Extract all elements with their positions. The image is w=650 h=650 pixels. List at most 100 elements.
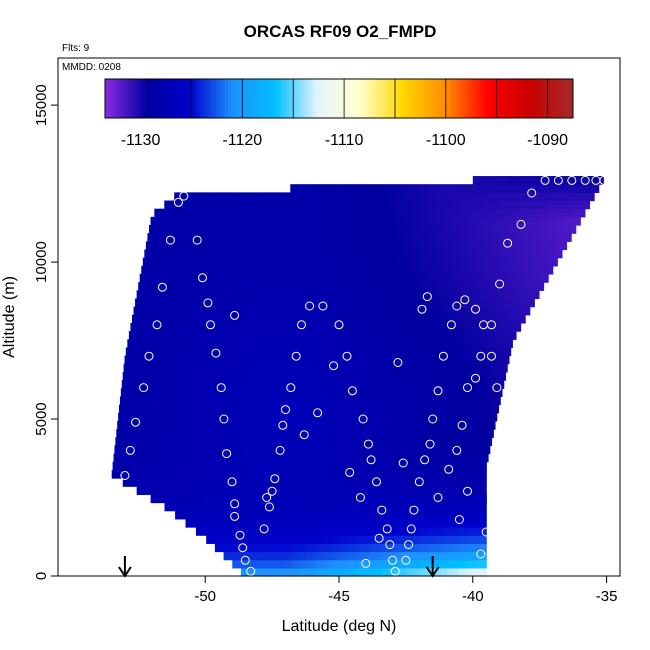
heatmap-cell [472,225,480,234]
heatmap-cell [405,200,413,210]
heatmap-cell [404,273,412,283]
heatmap-cell [435,469,443,479]
sample-point [152,320,162,330]
heatmap-cell [435,200,442,210]
heatmap-cell [512,265,519,275]
heatmap-cell [229,233,237,242]
heatmap-cell [422,380,429,389]
heatmap-cell [335,535,343,544]
heatmap-cell [431,347,439,357]
heatmap-cell [263,371,271,381]
heatmap-cell [214,347,221,357]
heatmap-cell [541,265,549,275]
heatmap-cell [257,380,264,389]
heatmap-cell [144,388,151,398]
heatmap-cell [447,551,454,561]
heatmap-cell [456,249,463,259]
heatmap-cell [469,306,476,316]
colorbar-swatch [420,79,425,118]
heatmap-cell [481,371,489,381]
heatmap-cell [187,241,194,251]
heatmap-cell [253,265,260,275]
heatmap-cell [502,347,510,357]
sample-point [219,414,229,424]
heatmap-cell [251,380,258,389]
heatmap-cell [301,453,309,463]
heatmap-cell [461,314,469,324]
heatmap-cell [319,290,326,300]
heatmap-cell [549,176,556,185]
heatmap-cell [225,453,232,463]
heatmap-cell [363,380,370,389]
heatmap-cell [470,502,478,512]
heatmap-cell [191,494,199,504]
heatmap-cell [328,429,335,438]
heatmap-cell [278,257,285,267]
heatmap-cell [421,388,428,398]
heatmap-cell [387,429,394,438]
heatmap-cell [287,478,295,487]
sample-point [385,540,395,550]
heatmap-cell [155,314,163,324]
heatmap-cell [194,412,202,422]
heatmap-cell [169,371,177,381]
heatmap-cell [381,429,388,438]
colorbar-swatch [178,79,182,118]
heatmap-cell [239,380,247,389]
heatmap-cell [554,257,558,267]
heatmap-cell [491,249,499,259]
heatmap-cell [254,257,262,267]
heatmap-cell [397,559,404,569]
heatmap-cell [466,208,473,218]
heatmap-cell [465,412,472,422]
heatmap-cell [369,429,376,438]
heatmap-cell [386,380,394,389]
heatmap-cell [364,363,372,373]
heatmap-cell [160,404,167,414]
heatmap-cell [402,347,409,357]
sample-point [131,417,141,427]
heatmap-cell [301,461,308,471]
heatmap-cell [398,429,406,438]
heatmap-cell [471,461,479,471]
heatmap-cell [156,339,164,349]
heatmap-cell [339,510,347,520]
heatmap-cell [268,494,275,504]
heatmap-cell [248,453,256,463]
heatmap-cell [223,535,231,544]
heatmap-cell [394,551,401,561]
heatmap-cell [337,453,344,463]
heatmap-cell [187,478,195,487]
heatmap-cell [578,184,586,193]
heatmap-cell [538,282,545,291]
heatmap-cell [459,535,466,544]
heatmap-cell [382,298,389,308]
colorbar-swatch [204,79,208,118]
heatmap-cell [208,347,215,357]
heatmap-cell [140,298,148,308]
heatmap-cell [277,208,285,218]
heatmap-cell [309,518,316,528]
heatmap-cell [380,192,387,202]
sample-point [420,455,430,465]
heatmap-cell [217,535,225,544]
heatmap-cell [182,469,189,479]
heatmap-cell [317,363,325,373]
heatmap-cell [462,249,469,259]
heatmap-cell [168,306,176,316]
sample-point [125,445,135,455]
heatmap-cell [212,355,220,365]
heatmap-cell [567,184,574,193]
heatmap-cell [367,314,374,324]
heatmap-cell [347,298,354,308]
heatmap-cell [204,429,212,438]
heatmap-cell [498,192,505,202]
heatmap-cell [284,257,291,267]
heatmap-cell [305,298,313,308]
heatmap-cell [308,314,316,324]
sample-point [457,420,467,430]
heatmap-cell [215,494,222,504]
heatmap-cell [337,184,344,193]
heatmap-cell [259,535,266,544]
